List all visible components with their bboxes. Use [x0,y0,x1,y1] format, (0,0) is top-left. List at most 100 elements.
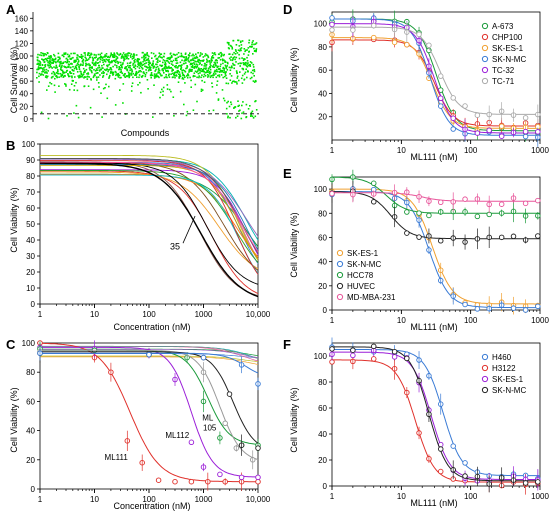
scatter-point [103,68,106,71]
scatter-point [140,62,143,65]
scatter-point [68,61,70,63]
scatter-point [173,74,175,76]
scatter-point [214,61,216,64]
scatter-point [251,41,254,44]
scatter-point [205,68,207,70]
scatter-point [56,76,58,79]
scatter-point [174,76,176,79]
scatter-point [100,56,103,59]
x-tick-label: 10 [90,310,99,319]
scatter-point [223,99,226,102]
scatter-point [238,45,241,47]
scatter-point [97,67,99,69]
scatter-point [179,55,181,58]
scatter-point [187,60,190,62]
scatter-point [48,61,51,63]
scatter-point [177,66,179,68]
scatter-point [80,70,82,73]
data-point [474,112,481,118]
scatter-point [155,68,157,71]
scatter-point [102,87,105,90]
scatter-point [108,56,111,59]
scatter-point [92,76,95,79]
scatter-point [186,76,189,79]
scatter-point [213,52,216,54]
scatter-point [155,76,158,78]
scatter-point [95,56,97,58]
scatter-point [252,72,254,75]
scatter-point [172,59,175,62]
scatter-point [158,52,161,54]
scatter-point [70,83,73,85]
scatter-point [199,72,201,74]
scatter-point [162,61,164,64]
scatter-point [62,75,65,78]
scatter-point [108,68,111,71]
series-line [40,346,259,478]
scatter-point [189,70,191,72]
y-tick-label: 70 [26,188,35,197]
scatter-point [189,68,192,71]
scatter-point [230,103,233,106]
scatter-point [59,68,62,71]
scatter-point [156,65,159,68]
data-point [437,199,444,206]
scatter-point [196,70,199,72]
scatter-point [144,73,147,76]
scatter-point [243,53,245,55]
scatter-point [122,52,125,54]
scatter-point [119,71,122,74]
scatter-point [143,58,146,60]
scatter-point [105,53,108,55]
data-point [350,352,356,359]
scatter-point [102,61,104,63]
panel-c-ylabel: Cell Viability (%) [9,387,19,452]
scatter-point [77,54,79,57]
scatter-point [170,66,173,69]
scatter-point [132,57,135,59]
scatter-point [148,65,151,68]
scatter-point [56,60,59,63]
scatter-point [135,74,137,76]
scatter-point [87,53,89,55]
scatter-point [126,68,129,71]
scatter-point [209,76,212,79]
series-line [40,162,259,285]
scatter-point [230,45,233,48]
scatter-point [160,56,162,59]
x-tick-label: 10,000 [246,310,271,319]
scatter-point [230,66,232,69]
scatter-point [117,76,120,78]
y-tick-label: 40 [26,236,35,245]
scatter-point [205,67,207,69]
scatter-point [62,54,64,56]
scatter-point [95,64,97,66]
data-point [329,21,335,28]
scatter-point [121,55,124,58]
scatter-point [86,63,88,66]
scatter-point [124,73,126,75]
scatter-point [185,67,187,70]
scatter-point [59,57,61,60]
x-tick-label: 100 [464,316,478,325]
data-point [437,238,444,244]
scatter-point [239,109,241,112]
scatter-point [106,64,108,67]
scatter-point [170,55,173,57]
scatter-point [158,56,160,58]
scatter-point [42,59,45,62]
scatter-point [39,64,41,66]
scatter-point [172,76,174,78]
scatter-point [191,64,194,67]
scatter-point [165,76,167,78]
data-point [416,210,422,216]
scatter-point [81,76,83,78]
scatter-point [208,70,211,73]
y-tick-label: 20 [26,456,35,465]
scatter-point [202,59,205,61]
scatter-point [137,62,140,65]
scatter-point [204,71,207,74]
scatter-point [36,59,39,62]
scatter-point [246,56,248,59]
